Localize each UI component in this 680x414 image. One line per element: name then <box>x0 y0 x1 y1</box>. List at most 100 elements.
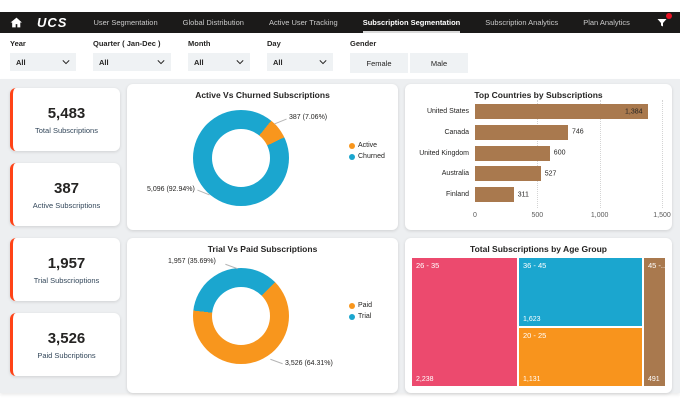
legend-dot <box>349 153 355 160</box>
tab-plan-analytics[interactable]: Plan Analytics <box>583 18 630 27</box>
legend-label: Active <box>358 142 378 149</box>
top-navbar: UCS User Segmentation Global Distributio… <box>0 12 680 33</box>
tab-subscription-analytics[interactable]: Subscription Analytics <box>485 18 559 27</box>
tile-label: 26 - 35 <box>416 261 440 270</box>
month-value: All <box>194 57 204 67</box>
tile-value: 2,238 <box>416 376 434 383</box>
chevron-down-icon <box>62 60 70 65</box>
day-label: Day <box>267 39 281 48</box>
kpi-label: Paid Subcriptions <box>37 350 96 360</box>
legend-item[interactable]: Churned <box>349 153 385 160</box>
chart-title: Total Subscriptions by Age Group <box>470 244 607 254</box>
year-dropdown[interactable]: All <box>10 53 76 71</box>
bar-australia[interactable]: 527 <box>475 166 556 182</box>
legend-dot <box>349 142 355 149</box>
kpi-label: Trial Subscrioptions <box>33 275 100 285</box>
kpi-value: 387 <box>53 179 80 197</box>
app-logo: UCS <box>37 15 68 30</box>
quarter-value: All <box>99 57 109 67</box>
bar-category-labels: United States Canada United Kingdom Aust… <box>411 104 469 202</box>
legend-item[interactable]: Active <box>349 142 385 149</box>
month-dropdown[interactable]: All <box>188 53 250 71</box>
gender-female-button[interactable]: Female <box>350 53 408 73</box>
donut-chart-trial-paid[interactable] <box>193 268 289 364</box>
kpi-card-total: 5,483 Total Subscriptions <box>10 88 120 151</box>
kpi-card-active: 387 Active Subscriptions <box>10 163 120 226</box>
tile-label: 36 - 45 <box>523 261 547 270</box>
filter-badge <box>666 12 672 19</box>
funnel-icon <box>657 18 667 26</box>
tile-value: 491 <box>648 376 660 383</box>
tab-active-user-tracking[interactable]: Active User Tracking <box>268 18 338 27</box>
filter-year: Year All <box>10 39 76 79</box>
quarter-dropdown[interactable]: All <box>93 53 171 71</box>
slice-callout: 1,957 (35.69%) <box>168 258 216 265</box>
bar-value: 311 <box>517 191 529 198</box>
treemap-tile-26-35[interactable]: 26 - 35 2,238 <box>412 258 517 386</box>
legend-label: Trial <box>358 313 372 320</box>
slice-callout: 5,096 (92.94%) <box>147 186 195 193</box>
slice-callout: 387 (7.06%) <box>289 114 328 121</box>
bar-value: 600 <box>553 149 566 157</box>
bar-united-kingdom[interactable]: 600 <box>475 145 565 161</box>
legend-item[interactable]: Paid <box>349 302 372 309</box>
tab-user-segmentation[interactable]: User Segmentation <box>93 18 158 27</box>
bar-value: 527 <box>544 170 557 178</box>
filter-day: Day All <box>267 39 333 79</box>
filter-funnel-button[interactable] <box>656 12 672 30</box>
legend-dot <box>349 313 355 320</box>
quarter-label: Quarter ( Jan-Dec ) <box>93 39 161 48</box>
tab-subscription-segmentation[interactable]: Subscription Segmentation <box>362 12 461 33</box>
donut-hole <box>212 129 270 187</box>
age-group-card: Total Subscriptions by Age Group 26 - 35… <box>405 238 672 393</box>
tile-label: 45 -... <box>648 261 665 270</box>
bar-united-states[interactable]: 1,384 <box>475 104 648 119</box>
tab-global-distribution[interactable]: Global Distribution <box>182 18 244 27</box>
donut-hole <box>212 287 270 345</box>
legend-label: Paid <box>358 302 373 309</box>
chevron-down-icon <box>236 60 244 65</box>
filter-quarter: Quarter ( Jan-Dec ) All <box>93 39 171 79</box>
kpi-value: 3,526 <box>47 329 86 347</box>
category-label: United Kingdom <box>419 149 469 157</box>
top-countries-card: Top Countries by Subscriptions United St… <box>405 84 672 230</box>
treemap-tile-20-25[interactable]: 20 - 25 1,131 <box>519 328 642 386</box>
chart-legend: Paid Trial <box>349 302 372 320</box>
chevron-down-icon <box>157 60 165 65</box>
donut-chart-active-churned[interactable] <box>193 110 289 206</box>
day-dropdown[interactable]: All <box>267 53 333 71</box>
callout-leader-line <box>274 118 287 125</box>
home-icon[interactable] <box>10 16 23 29</box>
kpi-value: 1,957 <box>47 254 86 272</box>
chart-title: Active Vs Churned Subscriptions <box>195 90 330 100</box>
kpi-card-trial: 1,957 Trial Subscrioptions <box>10 238 120 301</box>
bar-canada[interactable]: 746 <box>475 124 584 140</box>
filter-bar: Year All Quarter ( Jan-Dec ) All Month A… <box>0 33 680 79</box>
dashboard-canvas: 5,483 Total Subscriptions 387 Active Sub… <box>0 79 680 393</box>
gender-male-button[interactable]: Male <box>410 53 468 73</box>
treemap-tile-36-45[interactable]: 36 - 45 1,623 <box>519 258 642 326</box>
treemap: 26 - 35 2,238 36 - 45 1,623 20 - 25 1,13… <box>412 258 665 386</box>
bar-value: 746 <box>571 128 584 136</box>
kpi-label: Active Subscriptions <box>32 200 101 210</box>
treemap-tile-45-plus[interactable]: 45 -... 491 <box>644 258 665 386</box>
active-vs-churned-card: Active Vs Churned Subscriptions 387 (7.0… <box>127 84 398 230</box>
kpi-value: 5,483 <box>47 104 86 122</box>
category-label: United States <box>426 108 469 115</box>
bar-finland[interactable]: 311 <box>475 187 529 202</box>
tile-value: 1,623 <box>523 316 541 323</box>
chart-title: Trial Vs Paid Subscriptions <box>207 244 318 254</box>
x-tick: 1,000 <box>590 212 609 219</box>
filter-gender: Gender Female Male <box>350 39 468 79</box>
chevron-down-icon <box>319 60 327 65</box>
legend-label: Churned <box>358 153 385 160</box>
bar-plot-area: 1,384 746 600 527 311 <box>475 100 663 208</box>
kpi-label: Total Subscriptions <box>35 125 98 135</box>
chart-legend: Active Churned <box>349 142 385 160</box>
filter-month: Month All <box>188 39 250 79</box>
gender-label: Gender <box>350 39 377 48</box>
slice-callout: 3,526 (64.31%) <box>285 360 333 367</box>
legend-dot <box>349 302 355 309</box>
legend-item[interactable]: Trial <box>349 313 372 320</box>
x-axis: 0 500 1,000 1,500 <box>473 212 671 221</box>
